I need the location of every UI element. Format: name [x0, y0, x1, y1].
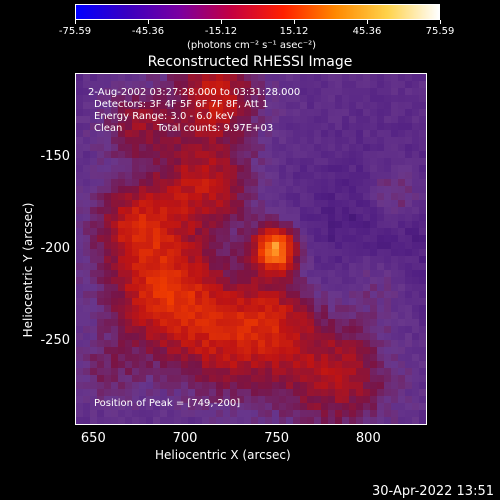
- timestamp: 30-Apr-2022 13:51: [372, 484, 494, 499]
- colorbar-tick-label: 45.36: [352, 26, 382, 37]
- x-axis-label: Heliocentric X (arcsec): [155, 448, 291, 462]
- colorbar-ticks: [75, 20, 441, 26]
- peak-position-text: Position of Peak = [749,-200]: [94, 398, 241, 409]
- y-tick-label: -250: [40, 332, 70, 348]
- colorbar-tick: [440, 20, 441, 24]
- total-counts-text: Total counts: 9.97E+03: [157, 123, 274, 134]
- colorbar-tick-label: -75.59: [58, 26, 92, 37]
- colorbar-tick: [221, 20, 222, 24]
- clean-label: Clean: [94, 123, 123, 134]
- x-tick-label: 650: [80, 431, 106, 446]
- detectors-text: Detectors: 3F 4F 5F 6F 7F 8F, Att 1: [94, 99, 269, 110]
- colorbar-tick: [294, 20, 295, 24]
- chart-title: Reconstructed RHESSI Image: [147, 54, 353, 70]
- x-tick-label: 800: [355, 431, 381, 446]
- y-axis-label: Heliocentric Y (arcsec): [21, 202, 35, 338]
- colorbar-tick-label: -15.12: [204, 26, 238, 37]
- heatmap-image: [76, 74, 426, 424]
- colorbar-tick: [148, 20, 149, 24]
- colorbar-tick-label: -45.36: [131, 26, 165, 37]
- plot-area: 2-Aug-2002 03:27:28.000 to 03:31:28.000 …: [75, 73, 427, 425]
- colorbar-tick-label: 75.59: [425, 26, 455, 37]
- colorbar-tick-label: 15.12: [279, 26, 309, 37]
- colorbar-tick: [75, 20, 76, 24]
- colorbar: [75, 4, 440, 20]
- time-range-text: 2-Aug-2002 03:27:28.000 to 03:31:28.000: [88, 87, 301, 98]
- energy-range-text: Energy Range: 3.0 - 6.0 keV: [94, 111, 234, 122]
- y-tick-label: -200: [40, 241, 70, 256]
- colorbar-tick: [367, 20, 368, 24]
- colorbar-unit-label: (photons cm⁻² s⁻¹ asec⁻²): [187, 40, 317, 51]
- y-tick-label: -150: [40, 149, 70, 165]
- x-tick-label: 700: [172, 431, 198, 446]
- x-tick-label: 750: [264, 431, 290, 446]
